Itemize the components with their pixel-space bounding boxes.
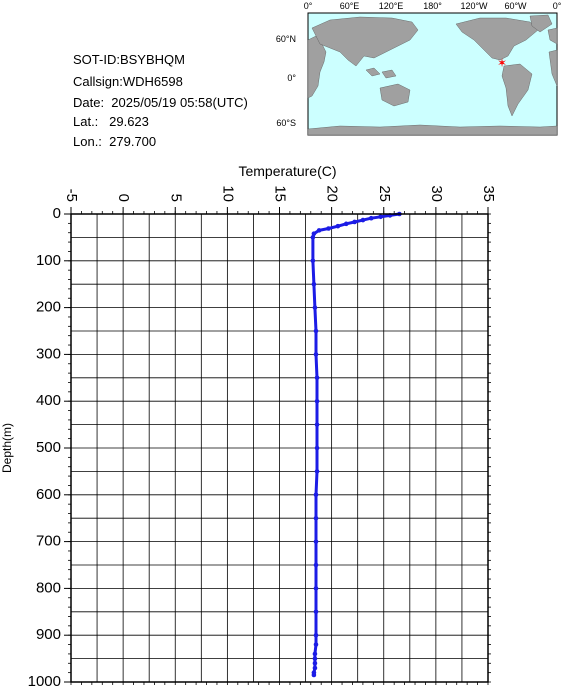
x-tick-labels: -5 0 5 10 15 20 25 30 35 — [63, 185, 497, 202]
data-point — [314, 398, 320, 404]
land-greenland — [529, 14, 553, 33]
y-axis-label: Depth(m) — [0, 423, 14, 473]
y-tick-labels: 0 100 200 300 400 500 600 700 800 900 1000 — [28, 205, 61, 690]
y-tick-label: 800 — [36, 579, 61, 596]
x-tick-label: 10 — [219, 185, 236, 202]
data-point — [313, 492, 319, 498]
map-longitude-label: 120°E — [379, 1, 404, 11]
land-australia — [379, 83, 411, 107]
data-point — [313, 609, 319, 615]
data-point — [343, 221, 349, 227]
data-point — [311, 672, 317, 678]
y-tick-label: 100 — [36, 252, 61, 269]
data-point — [312, 305, 318, 310]
data-point — [368, 215, 374, 221]
map-longitude-label: 120°W — [460, 1, 488, 11]
x-tick-label: -5 — [63, 189, 80, 202]
data-point — [314, 445, 320, 451]
map-longitude-label: 0° — [553, 1, 562, 11]
data-point — [311, 231, 317, 236]
land-south-america — [501, 63, 533, 117]
data-point — [313, 632, 319, 638]
data-point — [316, 228, 322, 233]
map-longitude-label: 0° — [304, 1, 313, 11]
data-point — [314, 375, 320, 381]
longitude-label: Lon.: 279.700 — [73, 134, 157, 149]
x-tick-label: 0 — [115, 194, 132, 202]
y-tick-label: 0 — [53, 205, 61, 222]
data-point — [335, 223, 341, 229]
sot-id-label: SOT-ID:BSYBHQM — [73, 52, 185, 67]
x-axis-label: Temperature(C) — [238, 163, 336, 179]
data-point — [352, 219, 357, 225]
map-longitude-label: 180° — [423, 1, 442, 11]
y-tick-label: 400 — [36, 392, 61, 409]
map-longitude-label: 60°E — [340, 1, 360, 11]
y-tick-label: 700 — [36, 533, 61, 550]
map-longitude-labels: 0° 60°E 120°E 180° 120°W 60°W 0° — [304, 1, 562, 11]
series-points — [310, 211, 402, 678]
plot-area: -5 0 5 10 15 20 25 30 35 01002003004005006007008… — [0, 163, 497, 690]
location-marker-icon: ✶ — [497, 56, 507, 70]
data-point — [313, 562, 319, 568]
data-point — [378, 214, 383, 220]
data-point — [310, 258, 316, 264]
map-landmasses — [307, 14, 558, 136]
latitude-label: Lat.: 29.623 — [73, 114, 149, 129]
x-tick-label: 25 — [376, 185, 393, 202]
x-tick-label: 20 — [324, 185, 341, 202]
axis-ticks — [64, 207, 491, 685]
location-map: ✶ 0° 60°E 120°E 180° 120°W 60°W 0° 60°N 0° 60°S — [276, 1, 562, 136]
map-longitude-label: 60°W — [504, 1, 527, 11]
data-point — [313, 515, 319, 521]
land-africa-east-edge — [548, 49, 558, 87]
data-point — [313, 642, 319, 647]
data-point — [314, 469, 320, 474]
map-latitude-label: 60°S — [276, 118, 296, 128]
x-tick-label: 35 — [480, 185, 497, 202]
data-point — [313, 586, 319, 591]
x-tick-label: 5 — [167, 194, 184, 202]
x-tick-label: 30 — [428, 185, 445, 202]
data-point — [313, 328, 319, 334]
y-tick-label: 900 — [36, 626, 61, 643]
data-point — [312, 665, 318, 671]
data-point — [313, 352, 319, 357]
data-point — [312, 651, 318, 657]
callsign-label: Callsign:WDH6598 — [73, 74, 183, 89]
map-latitude-label: 60°N — [276, 34, 296, 44]
plot-frame — [70, 213, 489, 683]
data-point — [313, 539, 319, 544]
x-tick-label: 15 — [272, 185, 289, 202]
data-point — [310, 235, 316, 240]
land-islands — [365, 67, 397, 79]
map-latitude-label: 0° — [287, 73, 296, 83]
y-tick-label: 500 — [36, 439, 61, 456]
land-eurasia — [311, 16, 419, 67]
data-point — [314, 422, 320, 427]
y-tick-label: 300 — [36, 345, 61, 362]
y-tick-label: 200 — [36, 299, 61, 316]
data-point — [360, 217, 366, 223]
map-latitude-labels: 60°N 0° 60°S — [276, 34, 297, 128]
y-tick-label: 1000 — [28, 673, 61, 690]
data-point — [311, 281, 317, 287]
data-point — [312, 656, 318, 661]
date-label: Date: 2025/05/19 05:58(UTC) — [73, 95, 248, 110]
y-tick-label: 600 — [36, 486, 61, 503]
series-line — [311, 212, 400, 675]
land-north-america — [455, 17, 539, 61]
land-antarctica — [307, 124, 558, 136]
grid-lines — [70, 213, 489, 683]
data-point — [326, 226, 331, 231]
data-point — [312, 660, 318, 666]
land-europe-east-edge — [547, 27, 558, 45]
